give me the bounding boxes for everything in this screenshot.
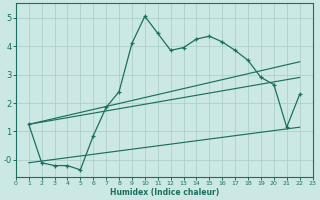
X-axis label: Humidex (Indice chaleur): Humidex (Indice chaleur) xyxy=(109,188,219,197)
